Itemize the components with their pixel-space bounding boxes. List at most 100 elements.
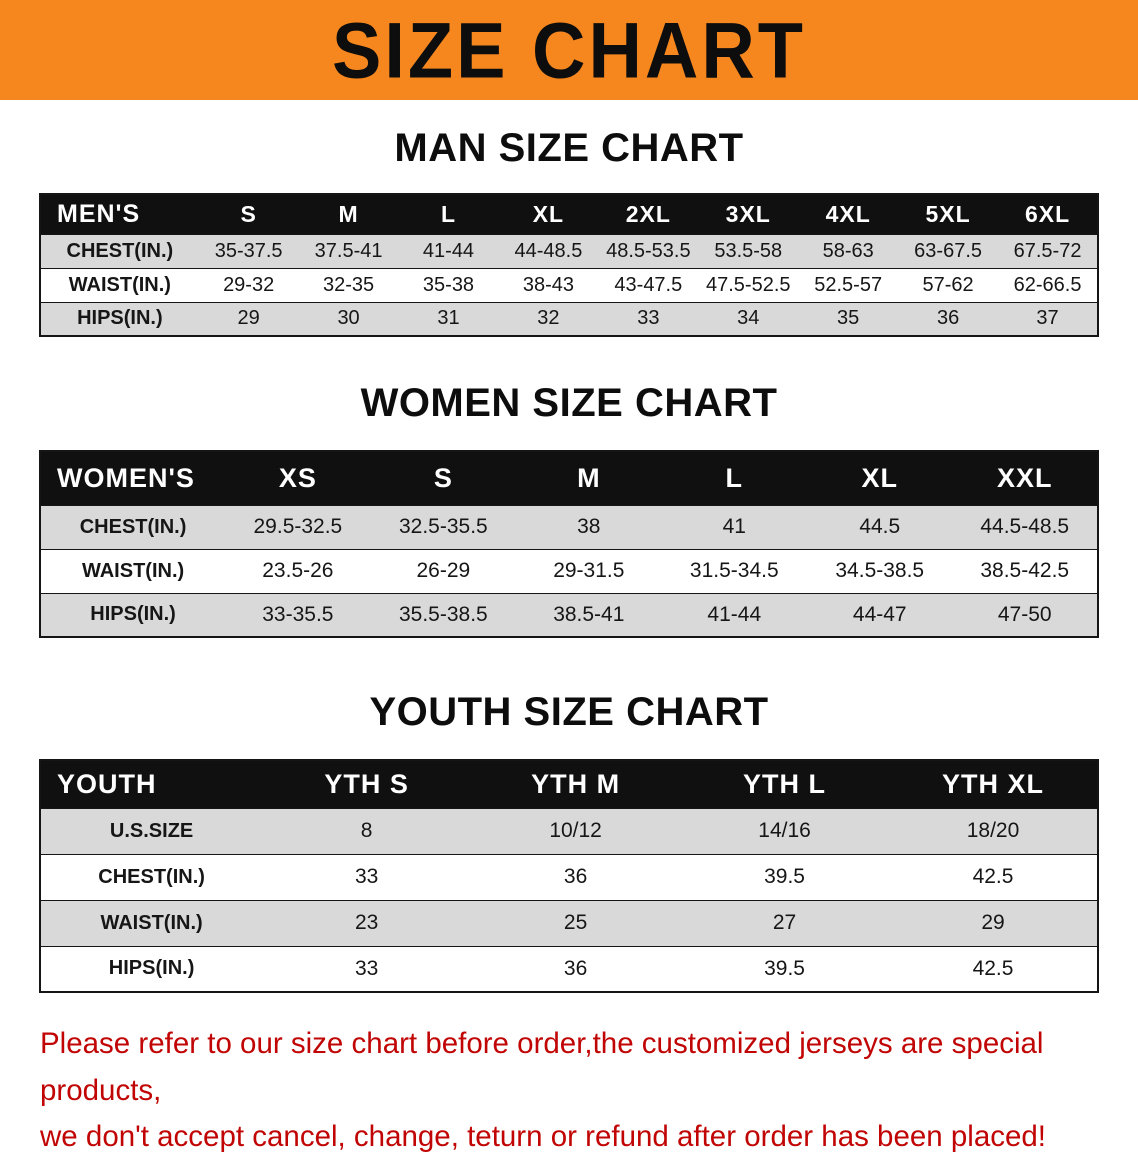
- size-column-header: M: [298, 194, 399, 234]
- measurement-row: HIPS(IN.) 33 36 39.5 42.5: [40, 946, 1098, 992]
- measurement-value-cell: 44.5: [859, 515, 901, 538]
- measurement-value-cell: 26-29: [416, 559, 471, 582]
- measurement-value-cell: 48.5-53.5: [606, 239, 691, 262]
- measurement-value-cell: 42.5: [972, 865, 1014, 888]
- page-title: SIZE CHART: [332, 6, 806, 94]
- table-title-cell: WOMEN'S: [40, 451, 226, 505]
- measurement-value-cell: 47-50: [997, 602, 1052, 626]
- measurement-value-cell: 36: [563, 956, 588, 980]
- size-column-header: 2XL: [598, 194, 699, 234]
- size-column-header: YTH XL: [889, 760, 1098, 808]
- size-column-header: YTH S: [262, 760, 472, 808]
- measurement-value-cell: 33-35.5: [262, 602, 334, 626]
- measurement-value-cell: 34.5-38.5: [835, 559, 925, 582]
- measurement-value-cell: 29-32: [223, 273, 275, 296]
- measurement-row: CHEST(IN.) 35-37.5 37.5-41 41-44 44-48.5 48.5…: [40, 234, 1098, 268]
- measurement-value-cell: 57-62: [922, 273, 974, 296]
- measurement-value-cell: 38-43: [522, 273, 574, 296]
- measurement-value-cell: 58-63: [822, 239, 874, 262]
- measurement-value-cell: 63-67.5: [914, 239, 983, 262]
- measurement-value-cell: 35-38: [422, 273, 475, 296]
- table-header-row: WOMEN'S XS S M L XL XXL: [40, 451, 1098, 505]
- measurement-value-cell: 37.5-41: [314, 239, 383, 262]
- measurement-value-cell: 23: [354, 911, 379, 934]
- size-column-header: 6XL: [998, 194, 1098, 234]
- measurement-value-cell: 18/20: [966, 819, 1020, 842]
- row-label-cell: CHEST(IN.): [66, 239, 174, 262]
- table-title-cell: MEN'S: [40, 194, 199, 234]
- men-size-section: MAN SIZE CHART MEN'S S M L XL 2XL 3XL 4XL 5XL 6XL…: [0, 126, 1138, 337]
- men-size-table: MEN'S S M L XL 2XL 3XL 4XL 5XL 6XL CHEST(IN.) 35-37…: [39, 193, 1099, 337]
- measurement-value-cell: 38.5-41: [553, 602, 625, 626]
- measurement-value-cell: 41-44: [707, 602, 762, 626]
- measurement-value-cell: 35-37.5: [214, 239, 283, 262]
- table-title-cell: YOUTH: [40, 760, 263, 808]
- measurement-row: WAIST(IN.) 29-32 32-35 35-38 38-43 43-47.5 47.…: [40, 268, 1098, 302]
- row-label-cell: HIPS(IN.): [90, 603, 176, 626]
- measurement-value-cell: 42.5: [972, 956, 1014, 980]
- measurement-row: WAIST(IN.) 23 25 27 29: [40, 900, 1098, 946]
- measurement-row: HIPS(IN.) 29 30 31 32 33 34 35 36 37: [40, 302, 1098, 336]
- measurement-value-cell: 62-66.5: [1013, 273, 1082, 296]
- size-column-header: M: [516, 451, 662, 505]
- measurement-value-cell: 29: [981, 911, 1005, 934]
- measurement-value-cell: 33: [637, 307, 660, 330]
- measurement-row: U.S.SIZE 8 10/12 14/16 18/20: [40, 808, 1098, 854]
- measurement-value-cell: 29.5-32.5: [253, 515, 343, 538]
- measurement-value-cell: 35: [837, 307, 860, 330]
- row-label-cell: HIPS(IN.): [77, 307, 163, 330]
- measurement-value-cell: 27: [772, 911, 797, 934]
- measurement-value-cell: 47.5-52.5: [706, 273, 791, 296]
- measurement-value-cell: 32.5-35.5: [398, 515, 488, 538]
- table-header-row: MEN'S S M L XL 2XL 3XL 4XL 5XL 6XL: [40, 194, 1098, 234]
- size-column-header: 3XL: [698, 194, 799, 234]
- measurement-value-cell: 39.5: [764, 865, 805, 888]
- measurement-value-cell: 38: [577, 515, 601, 538]
- size-column-header: 4XL: [798, 194, 899, 234]
- row-label-cell: CHEST(IN.): [79, 515, 187, 538]
- disclaimer-line-1: Please refer to our size chart before or…: [40, 1027, 1044, 1107]
- row-label-cell: WAIST(IN.): [100, 911, 203, 934]
- measurement-value-cell: 31: [437, 307, 460, 330]
- size-column-header: L: [661, 451, 808, 505]
- measurement-value-cell: 43-47.5: [614, 273, 683, 296]
- measurement-value-cell: 44-48.5: [514, 239, 583, 262]
- youth-size-section: YOUTH SIZE CHART YOUTH YTH S YTH M YTH L YTH…: [0, 690, 1138, 993]
- measurement-value-cell: 39.5: [764, 956, 805, 980]
- size-chart-banner: SIZE CHART: [0, 0, 1138, 100]
- measurement-row: CHEST(IN.) 33 36 39.5 42.5: [40, 854, 1098, 900]
- measurement-value-cell: 36: [936, 307, 960, 330]
- measurement-row: WAIST(IN.) 23.5-26 26-29 29-31.5 31.5-34.5 34…: [40, 549, 1098, 593]
- measurement-value-cell: 41-44: [422, 239, 475, 262]
- size-column-header: XXL: [952, 451, 1098, 505]
- measurement-value-cell: 52.5-57: [814, 273, 883, 296]
- size-column-header: XS: [225, 451, 371, 505]
- size-column-header: 5XL: [898, 194, 999, 234]
- measurement-value-cell: 32-35: [322, 273, 375, 296]
- measurement-value-cell: 23.5-26: [262, 559, 334, 582]
- measurement-value-cell: 34: [737, 307, 760, 330]
- size-column-header: L: [398, 194, 499, 234]
- men-section-heading: MAN SIZE CHART: [394, 126, 744, 170]
- size-column-header: XL: [498, 194, 599, 234]
- measurement-value-cell: 31.5-34.5: [689, 559, 779, 582]
- measurement-value-cell: 8: [360, 819, 373, 842]
- measurement-value-cell: 33: [354, 865, 379, 888]
- disclaimer-line-2: we don't accept cancel, change, teturn o…: [40, 1120, 1046, 1154]
- measurement-value-cell: 10/12: [549, 819, 602, 842]
- row-label-cell: WAIST(IN.): [68, 273, 171, 296]
- row-label-cell: CHEST(IN.): [98, 865, 205, 888]
- measurement-value-cell: 44.5-48.5: [980, 515, 1070, 538]
- row-label-cell: HIPS(IN.): [108, 957, 195, 980]
- measurement-value-cell: 35.5-38.5: [398, 602, 488, 626]
- measurement-row: CHEST(IN.) 29.5-32.5 32.5-35.5 38 41 44.5 44.5…: [40, 505, 1098, 549]
- measurement-value-cell: 37: [1036, 307, 1059, 330]
- size-column-header: XL: [807, 451, 953, 505]
- size-column-header: YTH L: [680, 760, 890, 808]
- measurement-value-cell: 33: [354, 956, 379, 980]
- table-header-row: YOUTH YTH S YTH M YTH L YTH XL: [40, 760, 1098, 808]
- measurement-value-cell: 67.5-72: [1013, 239, 1082, 262]
- measurement-value-cell: 53.5-58: [714, 239, 783, 262]
- youth-section-heading: YOUTH SIZE CHART: [369, 690, 769, 734]
- youth-size-table: YOUTH YTH S YTH M YTH L YTH XL U.S.SIZE 8 10/12…: [39, 759, 1099, 993]
